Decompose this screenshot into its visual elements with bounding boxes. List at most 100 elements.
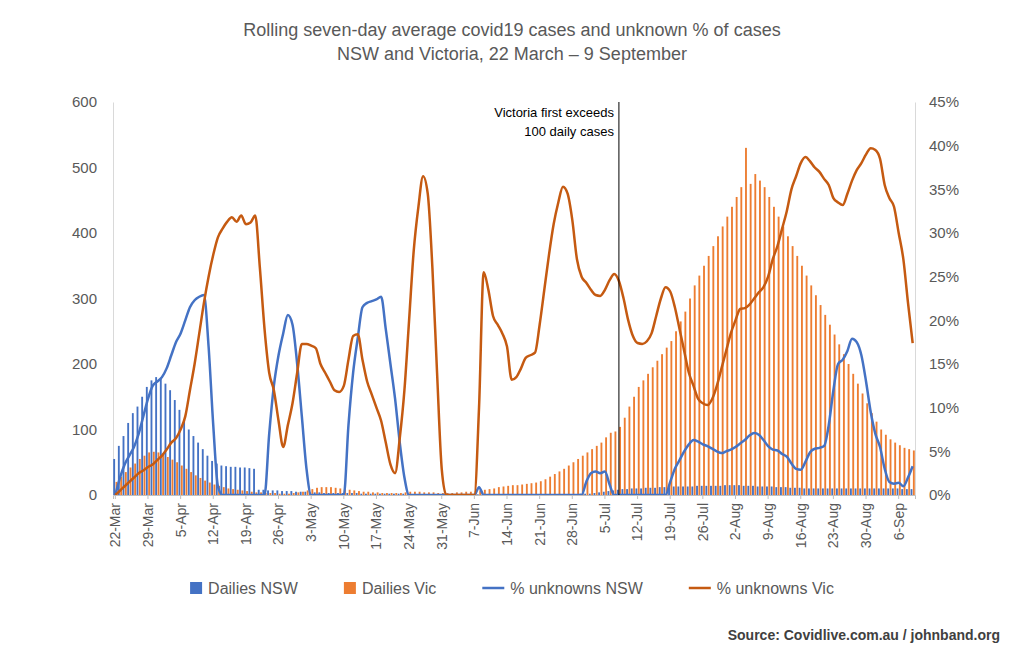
tick-mark <box>898 495 899 499</box>
bar <box>670 341 672 495</box>
bar <box>346 493 348 495</box>
bar <box>841 488 843 495</box>
bar <box>151 380 153 495</box>
bar <box>642 380 644 495</box>
bar <box>614 431 616 495</box>
bar <box>759 181 761 495</box>
annotation-line <box>618 102 619 495</box>
tick: 12-Apr <box>205 495 221 545</box>
tick-mark <box>866 495 867 499</box>
bar <box>225 466 227 495</box>
bar <box>148 452 150 495</box>
tick-label: 40% <box>929 137 959 154</box>
bar <box>859 488 861 495</box>
bar <box>733 485 735 495</box>
tick: 30% <box>915 224 959 241</box>
bar <box>206 456 208 495</box>
bar <box>594 493 596 495</box>
bar <box>705 486 707 495</box>
x-axis: 22-Mar29-Mar5-Apr12-Apr19-Apr26-Apr3-May… <box>107 495 915 550</box>
bar <box>239 467 241 495</box>
tick-label: 23-Aug <box>825 503 841 548</box>
bar <box>869 488 871 495</box>
bar <box>890 439 892 495</box>
line <box>115 148 912 495</box>
bar <box>619 427 621 495</box>
bar <box>351 493 353 495</box>
bar <box>179 410 181 495</box>
tick-label: 5-Apr <box>173 503 189 538</box>
bar <box>160 378 162 495</box>
bar <box>696 486 698 495</box>
legend-item: Dailies Vic <box>344 580 436 597</box>
bar <box>367 492 369 495</box>
tick-mark <box>572 495 573 499</box>
title: Rolling seven-day average covid19 cases … <box>243 20 780 40</box>
bar <box>211 461 213 495</box>
tick: 400 <box>72 224 113 241</box>
bar <box>815 295 817 495</box>
bar <box>607 491 609 495</box>
bar <box>386 493 388 495</box>
tick: 45% <box>915 93 959 110</box>
tick: 23-Aug <box>825 495 841 548</box>
bar <box>267 490 269 495</box>
bar <box>360 494 362 495</box>
bar <box>531 483 533 495</box>
bar <box>873 488 875 495</box>
tick: 26-Apr <box>270 495 286 545</box>
bar <box>817 488 819 495</box>
tick-label: 500 <box>72 159 97 176</box>
tick-mark <box>539 495 540 499</box>
bar <box>899 445 901 495</box>
tick: 7-Jun <box>466 495 482 538</box>
bar <box>573 462 575 495</box>
legend-item: % unknowns NSW <box>482 580 643 597</box>
bar <box>297 492 299 495</box>
tick: 10% <box>915 399 959 416</box>
line <box>115 295 912 495</box>
bar <box>230 467 232 495</box>
bar <box>862 393 864 495</box>
legend-swatch <box>344 582 356 594</box>
bar <box>172 460 174 495</box>
tick: 17-May <box>368 495 384 550</box>
bar <box>554 474 556 495</box>
bar <box>901 489 903 495</box>
tick-mark <box>147 495 148 499</box>
bar <box>897 488 899 495</box>
tick-label: 16-Aug <box>793 503 809 548</box>
bar <box>747 486 749 495</box>
bar <box>701 486 703 495</box>
bar <box>276 490 278 495</box>
bar <box>197 443 199 495</box>
bar <box>295 492 297 495</box>
bar <box>757 486 759 495</box>
tick-label: 6-Sep <box>891 503 907 541</box>
bar <box>789 488 791 495</box>
tick-mark <box>507 495 508 499</box>
bar <box>213 485 215 495</box>
tick-label: 9-Aug <box>760 503 776 540</box>
tick-mark <box>115 495 116 499</box>
bar <box>780 487 782 495</box>
bar <box>398 494 400 495</box>
tick: 20% <box>915 312 959 329</box>
bar <box>199 478 201 495</box>
tick: 3-May <box>303 495 319 542</box>
tick-label: 22-Mar <box>107 503 123 548</box>
bar <box>738 485 740 495</box>
bar <box>176 462 178 495</box>
bar <box>754 174 756 495</box>
bar <box>377 492 379 495</box>
tick: 26-Jul <box>695 495 711 541</box>
bar <box>647 374 649 495</box>
tick-mark <box>278 495 279 499</box>
bar <box>132 413 134 495</box>
bar <box>698 276 700 495</box>
tick: 19-Apr <box>238 495 254 545</box>
bar <box>845 488 847 495</box>
tick: 22-Mar <box>107 495 123 547</box>
bar <box>813 488 815 495</box>
bar <box>838 344 840 495</box>
